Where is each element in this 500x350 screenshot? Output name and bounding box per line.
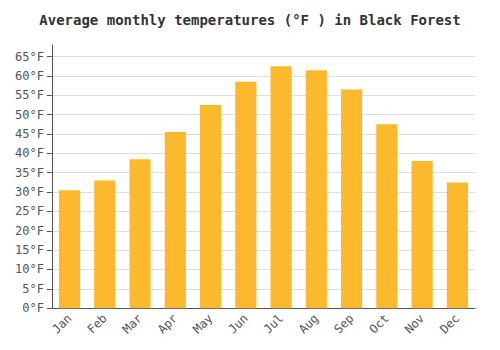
svg-text:Average monthly temperatures (: Average monthly temperatures (°F ) in Bl…: [39, 12, 460, 28]
svg-text:Aug: Aug: [296, 311, 321, 336]
svg-text:May: May: [190, 311, 215, 336]
svg-text:20°F: 20°F: [15, 224, 44, 238]
svg-text:Oct: Oct: [367, 311, 392, 336]
svg-text:Sep: Sep: [331, 311, 356, 336]
svg-text:45°F: 45°F: [15, 127, 44, 141]
svg-text:10°F: 10°F: [15, 262, 44, 276]
svg-text:65°F: 65°F: [15, 50, 44, 64]
svg-text:0°F: 0°F: [22, 301, 44, 315]
svg-text:25°F: 25°F: [15, 204, 44, 218]
svg-text:15°F: 15°F: [15, 243, 44, 257]
svg-text:5°F: 5°F: [22, 282, 44, 296]
svg-text:Jun: Jun: [226, 311, 251, 336]
svg-text:40°F: 40°F: [15, 146, 44, 160]
svg-text:Nov: Nov: [402, 311, 427, 336]
svg-text:Feb: Feb: [85, 311, 110, 336]
svg-text:Dec: Dec: [437, 311, 462, 336]
svg-text:60°F: 60°F: [15, 69, 44, 83]
svg-text:Jul: Jul: [261, 311, 286, 336]
svg-text:30°F: 30°F: [15, 185, 44, 199]
svg-text:Jan: Jan: [49, 311, 74, 336]
svg-text:50°F: 50°F: [15, 108, 44, 122]
svg-text:Apr: Apr: [155, 311, 180, 336]
svg-text:35°F: 35°F: [15, 166, 44, 180]
svg-text:Mar: Mar: [120, 311, 145, 336]
svg-text:55°F: 55°F: [15, 88, 44, 102]
